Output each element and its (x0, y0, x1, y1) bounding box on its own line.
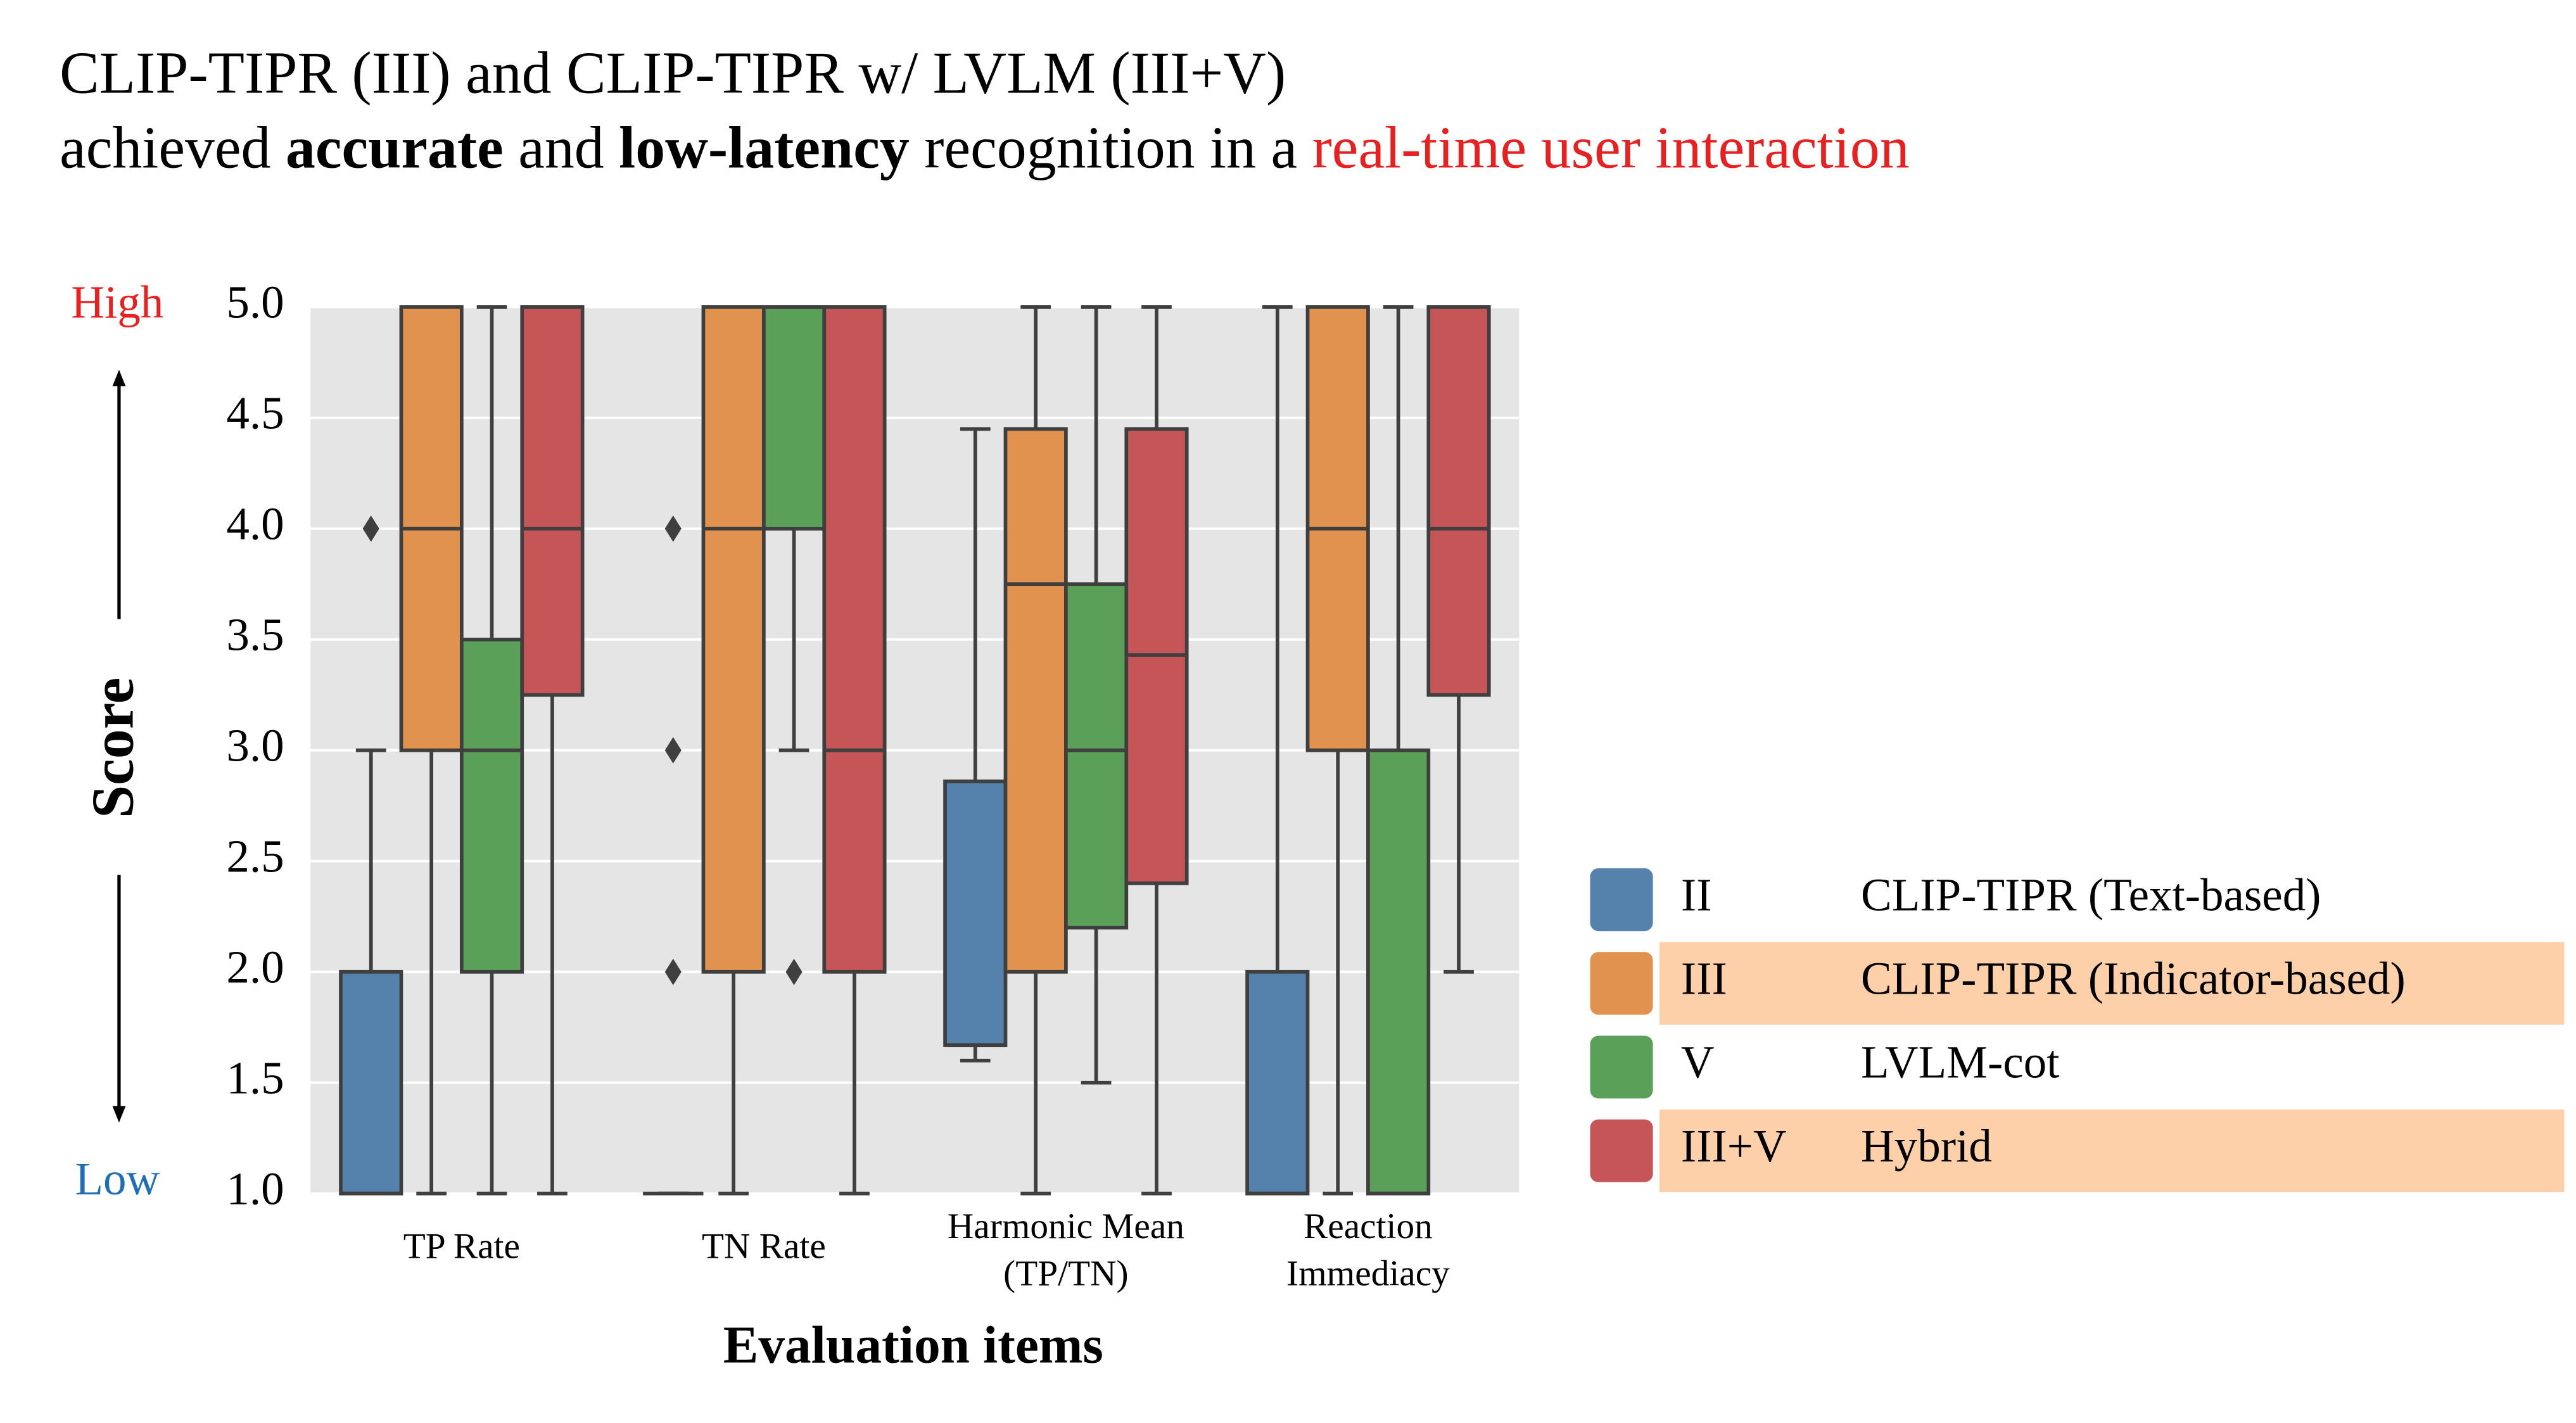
y-tick-label: 3.5 (226, 609, 284, 661)
y-tick-label: 1.0 (226, 1163, 284, 1214)
y-tick-label: 3.0 (226, 720, 284, 771)
x-tick-label: Reaction Immediacy (1286, 1206, 1450, 1294)
box (520, 305, 585, 697)
subtitle-part: achieved (60, 115, 286, 180)
x-tick-label: Harmonic Mean (TP/TN) (948, 1206, 1184, 1294)
box (1003, 427, 1068, 974)
y-low-label: Low (75, 1153, 160, 1205)
chart-subtitle: achieved accurate and low-latency recogn… (60, 115, 1910, 180)
legend-highlight (1659, 1109, 2565, 1192)
legend-swatch (1590, 1119, 1653, 1182)
box (822, 305, 887, 974)
box (1366, 748, 1431, 1196)
box (1245, 970, 1310, 1196)
y-tick-label: 5.0 (226, 277, 284, 328)
legend-label: CLIP-TIPR (Text-based) (1861, 869, 2321, 920)
legend-label: Hybrid (1861, 1120, 1992, 1172)
legend-highlight (1659, 942, 2565, 1025)
legend-swatch (1590, 868, 1653, 932)
legend-swatch (1590, 1035, 1653, 1099)
y-tick-label: 2.5 (226, 830, 284, 882)
legend-code: V (1681, 1037, 1715, 1088)
subtitle-part: accurate (286, 115, 504, 180)
legend-code: III (1681, 953, 1727, 1004)
y-tick-label: 1.5 (226, 1052, 284, 1103)
box (761, 305, 827, 531)
outlier (362, 515, 379, 542)
legend-swatch (1590, 952, 1653, 1015)
y-tick-label: 4.0 (226, 498, 284, 550)
legend-label: CLIP-TIPR (Indicator-based) (1861, 953, 2406, 1004)
legend-code: III+V (1681, 1120, 1787, 1172)
chart-title: CLIP-TIPR (III) and CLIP-TIPR w/ LVLM (I… (60, 41, 1286, 106)
y-axis-title: Score (80, 678, 146, 818)
box (701, 305, 766, 974)
y-tick-label: 4.5 (226, 388, 284, 439)
subtitle-part: recognition in a (910, 115, 1312, 180)
box (943, 779, 1008, 1047)
y-direction-arrows (112, 369, 126, 1123)
legend-code: II (1681, 869, 1712, 920)
subtitle-part: and (504, 115, 619, 180)
y-tick-label: 2.0 (226, 941, 284, 992)
box (339, 970, 403, 1196)
box (1064, 582, 1129, 930)
x-axis-title: Evaluation items (723, 1316, 1103, 1374)
legend-label: LVLM-cot (1861, 1037, 2059, 1088)
box (1426, 305, 1491, 697)
subtitle-part: real-time user interaction (1312, 115, 1910, 180)
x-tick-label: TP Rate (403, 1226, 520, 1266)
x-tick-label: TN Rate (702, 1226, 826, 1266)
box (459, 637, 524, 974)
y-high-label: High (71, 277, 163, 328)
outlier (664, 737, 682, 764)
subtitle-part: low-latency (619, 115, 910, 180)
outlier (664, 515, 682, 542)
